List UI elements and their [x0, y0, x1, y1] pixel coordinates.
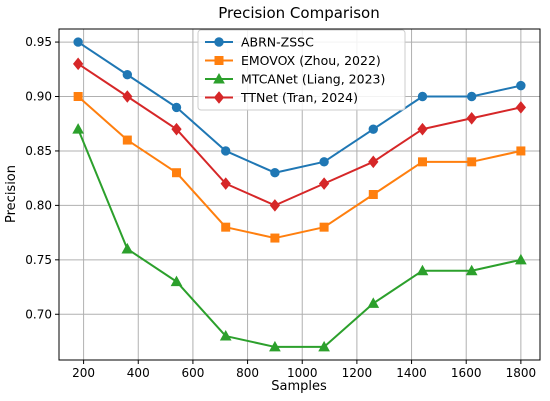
data-point [72, 123, 84, 134]
legend-marker [213, 91, 225, 104]
data-point [467, 157, 477, 167]
data-point [516, 146, 526, 156]
series-1 [73, 37, 526, 178]
data-point [515, 101, 527, 114]
x-tick-label: 1400 [396, 366, 427, 380]
data-point [417, 122, 428, 136]
data-point [72, 57, 84, 71]
legend-marker [213, 72, 225, 84]
series-line [77, 41, 522, 174]
data-point [367, 297, 380, 308]
legend-label: TTNet (Tran, 2024) [240, 90, 358, 105]
legend-item: EMOVOX (Zhou, 2022) [205, 53, 381, 68]
data-point [466, 91, 477, 102]
x-tick-label: 1600 [451, 366, 482, 380]
series-4 [72, 57, 527, 212]
data-point [368, 190, 378, 199]
data-point [269, 340, 281, 352]
data-point [172, 168, 182, 178]
data-point [221, 146, 231, 156]
data-point [221, 222, 231, 232]
series-line [77, 63, 522, 207]
data-point [122, 135, 132, 145]
series-line [77, 95, 522, 240]
data-point [516, 80, 526, 91]
data-point [171, 102, 182, 113]
data-point [318, 177, 330, 190]
legend-marker [214, 37, 224, 47]
y-axis-label: Precision [4, 165, 19, 223]
data-point [319, 222, 329, 232]
legend-item: MTCANet (Liang, 2023) [205, 72, 385, 87]
legend-item: ABRN-ZSSC [205, 35, 314, 50]
data-point [122, 90, 133, 103]
chart-title: Precision Comparison [218, 4, 380, 22]
x-tick-label: 1000 [287, 366, 318, 380]
legend-marker [214, 56, 224, 65]
data-point [417, 157, 427, 167]
x-tick-label: 400 [127, 366, 150, 380]
data-point [466, 111, 477, 125]
y-tick-label: 0.70 [25, 307, 52, 321]
y-tick-label: 0.95 [25, 35, 52, 49]
series-2 [73, 92, 526, 243]
x-tick-label: 600 [181, 366, 204, 380]
data-point [171, 122, 182, 136]
axis-ticks: 200 400 600 800 1000 1200 1400 1600 1800 0.70 0.75… [25, 35, 536, 380]
data-point [220, 177, 231, 190]
legend-box [197, 29, 406, 111]
legend-label: EMOVOX (Zhou, 2022) [241, 53, 381, 68]
y-tick-label: 0.90 [25, 90, 52, 104]
data-point [270, 168, 280, 178]
data-point [170, 275, 183, 287]
x-tick-label: 1800 [506, 366, 537, 380]
data-point [515, 253, 527, 265]
data-point [219, 330, 232, 341]
x-tick-label: 200 [72, 366, 95, 380]
data-point [121, 242, 134, 254]
legend-item: TTNet (Tran, 2024) [205, 90, 358, 105]
plot-frame [58, 28, 541, 361]
data-point [73, 92, 83, 102]
series-3 [72, 123, 527, 352]
data-point [318, 340, 330, 352]
y-tick-label: 0.85 [25, 144, 52, 158]
data-point [122, 70, 133, 80]
data-point [368, 124, 378, 134]
series-line [77, 128, 522, 348]
legend-label: ABRN-ZSSC [241, 35, 314, 50]
x-tick-label: 800 [236, 366, 259, 380]
x-tick-label: 1200 [342, 366, 373, 380]
legend: ABRN-ZSSC EMOVOX (Zhou, 2022) MTCANet (Lia… [197, 29, 406, 111]
data-point [269, 199, 281, 212]
series-group [72, 37, 527, 352]
data-point [319, 157, 329, 167]
x-axis-label: Samples [271, 379, 327, 394]
data-point [465, 264, 478, 276]
data-point [417, 91, 428, 102]
data-point [73, 37, 83, 47]
y-tick-label: 0.75 [25, 253, 52, 267]
y-tick-label: 0.80 [25, 198, 52, 212]
legend-label: MTCANet (Liang, 2023) [241, 72, 385, 87]
data-point [270, 233, 280, 243]
data-point [416, 264, 429, 276]
data-point [368, 155, 379, 169]
